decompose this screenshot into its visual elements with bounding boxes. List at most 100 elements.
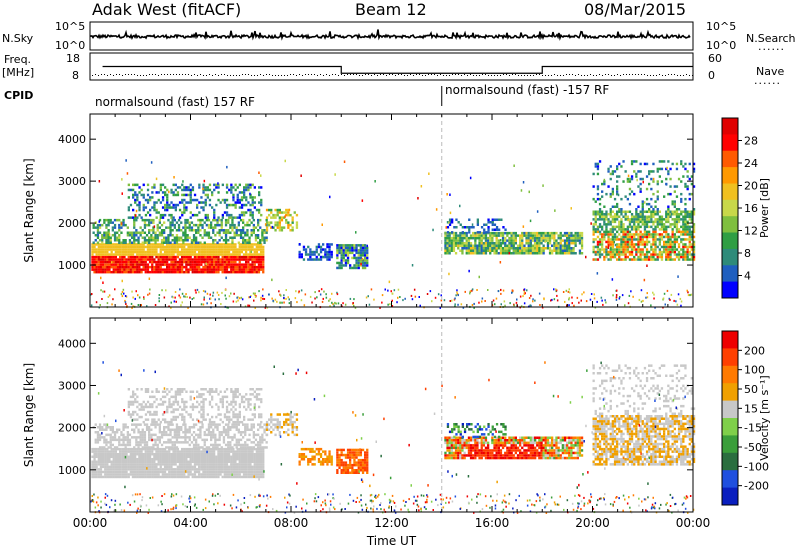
heatmap-cell xyxy=(641,258,644,261)
heatmap-cell xyxy=(650,218,653,221)
heatmap-cell xyxy=(191,450,194,453)
nave-dot xyxy=(491,75,492,76)
heatmap-cell xyxy=(151,447,154,451)
heatmap-cell xyxy=(493,242,496,245)
heatmap-cell xyxy=(359,244,362,247)
heatmap-cell xyxy=(540,234,543,237)
heatmap-cell xyxy=(510,234,513,237)
heatmap-cell xyxy=(495,234,498,237)
heatmap-cell xyxy=(185,458,188,461)
heatmap-cell xyxy=(129,270,132,274)
heatmap-cell xyxy=(467,247,471,250)
heatmap-cell xyxy=(121,270,124,274)
heatmap-cell xyxy=(146,465,150,469)
heatmap-cell xyxy=(105,234,108,237)
heatmap-cell xyxy=(626,180,629,183)
heatmap-cell xyxy=(361,251,365,255)
heatmap-cell xyxy=(203,296,205,299)
heatmap-cell xyxy=(508,236,511,240)
heatmap-cell xyxy=(198,243,201,246)
heatmap-cell xyxy=(198,268,201,271)
heatmap-cell xyxy=(189,183,192,187)
heatmap-cell xyxy=(598,225,602,229)
heatmap-cell xyxy=(91,450,94,453)
heatmap-cell xyxy=(379,306,381,309)
heatmap-cell xyxy=(142,470,145,474)
heatmap-cell xyxy=(131,255,135,259)
heatmap-cell xyxy=(618,162,621,166)
heatmap-cell xyxy=(278,211,281,214)
heatmap-cell xyxy=(129,460,132,463)
heatmap-cell xyxy=(148,223,151,227)
heatmap-cell xyxy=(138,255,141,259)
heatmap-cell xyxy=(230,263,233,266)
heatmap-cell xyxy=(206,250,209,254)
heatmap-cell xyxy=(512,236,515,240)
nave-dot xyxy=(404,75,405,76)
heatmap-cell xyxy=(511,291,513,294)
heatmap-cell xyxy=(594,228,597,231)
heatmap-cell xyxy=(198,253,201,256)
heatmap-cell xyxy=(361,264,365,267)
heatmap-cell xyxy=(199,218,202,222)
heatmap-cell xyxy=(262,250,265,254)
nave-dot xyxy=(665,75,666,76)
heatmap-cell xyxy=(476,249,479,252)
heatmap-cell xyxy=(234,253,237,256)
heatmap-cell xyxy=(268,221,271,224)
heatmap-cell xyxy=(223,263,226,266)
heatmap-cell xyxy=(650,225,653,229)
heatmap-cell xyxy=(181,183,184,187)
heatmap-cell xyxy=(611,248,614,251)
heatmap-cell xyxy=(170,255,173,259)
heatmap-cell xyxy=(120,231,123,234)
heatmap-cell xyxy=(142,258,145,261)
heatmap-cell xyxy=(208,250,211,254)
heatmap-cell xyxy=(204,468,207,471)
heatmap-cell xyxy=(249,213,252,217)
heatmap-cell xyxy=(108,458,111,461)
heatmap-cell xyxy=(178,460,182,463)
heatmap-cell xyxy=(219,470,222,474)
heatmap-cell xyxy=(99,243,103,246)
heatmap-cell xyxy=(155,177,158,181)
heatmap-cell xyxy=(123,245,126,249)
heatmap-cell xyxy=(187,453,190,456)
heatmap-cell xyxy=(671,228,674,231)
heatmap-cell xyxy=(326,253,329,256)
heatmap-cell xyxy=(129,250,132,254)
heatmap-cell xyxy=(163,241,166,244)
heatmap-cell xyxy=(168,243,171,246)
heatmap-cell xyxy=(219,265,222,269)
heatmap-cell xyxy=(487,239,490,242)
heatmap-cell xyxy=(548,236,552,240)
heatmap-cell xyxy=(534,231,537,235)
heatmap-cell xyxy=(635,230,638,234)
heatmap-cell xyxy=(680,218,683,221)
heatmap-cell xyxy=(523,288,526,291)
heatmap-cell xyxy=(596,253,600,256)
heatmap-cell xyxy=(506,247,509,250)
heatmap-cell xyxy=(534,242,537,245)
nave-dot xyxy=(203,75,204,76)
heatmap-cell xyxy=(183,465,186,469)
heatmap-cell xyxy=(114,253,117,256)
heatmap-cell xyxy=(213,213,216,217)
heatmap-cell xyxy=(131,236,134,239)
heatmap-cell xyxy=(630,190,634,193)
heatmap-cell xyxy=(660,258,664,261)
heatmap-cell xyxy=(652,255,655,259)
heatmap-cell xyxy=(129,263,132,266)
heatmap-cell xyxy=(213,255,216,259)
heatmap-cell xyxy=(125,463,128,466)
heatmap-cell xyxy=(648,182,651,186)
heatmap-cell xyxy=(334,173,336,176)
heatmap-cell xyxy=(193,253,197,256)
heatmap-cell xyxy=(328,250,331,254)
heatmap-cell xyxy=(580,242,584,245)
heatmap-cell xyxy=(143,236,147,239)
heatmap-cell xyxy=(561,239,564,242)
heatmap-cell xyxy=(300,289,303,292)
nave-dot xyxy=(416,74,417,75)
nave-dot xyxy=(338,75,339,76)
